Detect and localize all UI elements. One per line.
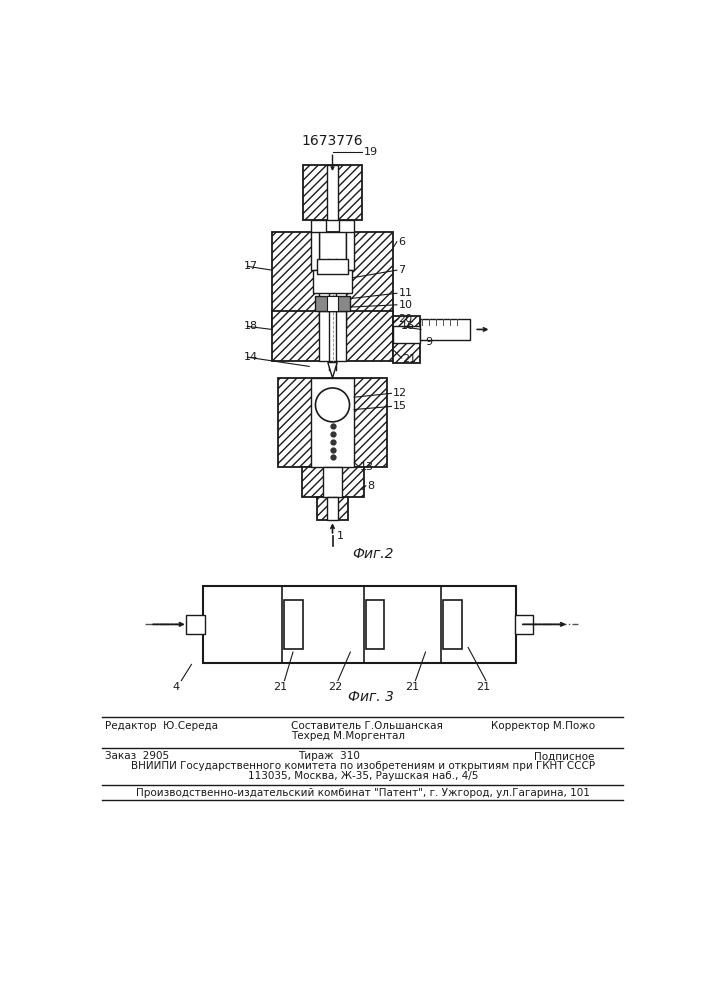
Text: Фиг.2: Фиг.2	[352, 547, 393, 561]
Circle shape	[315, 388, 349, 422]
Bar	[366, 600, 385, 649]
Bar	[315, 296, 349, 311]
Text: Фиг. 3: Фиг. 3	[348, 690, 394, 704]
Text: 17: 17	[243, 261, 257, 271]
Text: 7: 7	[398, 265, 406, 275]
Bar	[279, 378, 387, 466]
Text: 14: 14	[243, 352, 257, 362]
Text: 4: 4	[173, 682, 180, 692]
Bar	[311, 220, 327, 234]
Text: 9: 9	[426, 337, 433, 347]
Text: 21: 21	[274, 682, 288, 692]
Text: Составитель Г.Ольшанская: Составитель Г.Ольшанская	[291, 721, 443, 731]
Text: 6: 6	[398, 237, 405, 247]
Bar	[186, 615, 204, 634]
Bar	[339, 220, 354, 234]
Bar	[311, 378, 354, 466]
Bar	[317, 259, 348, 274]
Text: Корректор М.Пожо: Корректор М.Пожо	[491, 721, 595, 731]
Bar	[301, 466, 363, 497]
Bar	[319, 232, 346, 328]
Text: Тираж  310: Тираж 310	[298, 751, 360, 761]
Bar	[203, 586, 516, 663]
Bar	[393, 326, 420, 343]
Text: 20: 20	[398, 314, 412, 324]
Bar	[443, 600, 462, 649]
Bar	[317, 497, 348, 520]
Text: 113035, Москва, Ж-35, Раушская наб., 4/5: 113035, Москва, Ж-35, Раушская наб., 4/5	[247, 771, 478, 781]
Bar	[284, 600, 303, 649]
Text: 21: 21	[405, 682, 419, 692]
Text: 16: 16	[401, 321, 415, 331]
Bar	[319, 311, 346, 361]
Bar	[327, 165, 338, 220]
Bar	[303, 165, 362, 220]
Text: 13: 13	[360, 462, 373, 472]
Text: 8: 8	[368, 481, 375, 491]
Text: ВНИИПИ Государственного комитета по изобретениям и открытиям при ГКНТ СССР: ВНИИПИ Государственного комитета по изоб…	[131, 761, 595, 771]
Polygon shape	[328, 363, 337, 378]
Text: Техред М.Моргентал: Техред М.Моргентал	[291, 731, 405, 741]
Text: 22: 22	[328, 682, 342, 692]
Text: 10: 10	[398, 300, 412, 310]
Text: Заказ  2905: Заказ 2905	[105, 751, 170, 761]
Text: 21: 21	[402, 354, 416, 364]
Bar	[420, 319, 470, 340]
Text: Редактор  Ю.Середа: Редактор Ю.Середа	[105, 721, 218, 731]
Bar	[327, 296, 338, 311]
Bar	[346, 232, 354, 270]
Bar	[313, 270, 352, 293]
Text: 12: 12	[393, 388, 407, 398]
Bar	[393, 316, 420, 363]
Bar	[272, 232, 393, 328]
Bar	[323, 466, 341, 497]
Text: Подписное: Подписное	[534, 751, 595, 761]
Bar	[515, 615, 533, 634]
Text: 19: 19	[363, 147, 378, 157]
Text: 15: 15	[393, 401, 407, 411]
Text: 21: 21	[477, 682, 491, 692]
Text: 18: 18	[243, 321, 257, 331]
Text: 11: 11	[398, 288, 412, 298]
Bar	[272, 311, 393, 361]
Text: 1673776: 1673776	[302, 134, 363, 148]
Bar	[327, 497, 338, 520]
Bar	[311, 232, 319, 270]
Text: 1: 1	[337, 531, 344, 541]
Text: Производственно-издательский комбинат "Патент", г. Ужгород, ул.Гагарина, 101: Производственно-издательский комбинат "П…	[136, 788, 590, 798]
